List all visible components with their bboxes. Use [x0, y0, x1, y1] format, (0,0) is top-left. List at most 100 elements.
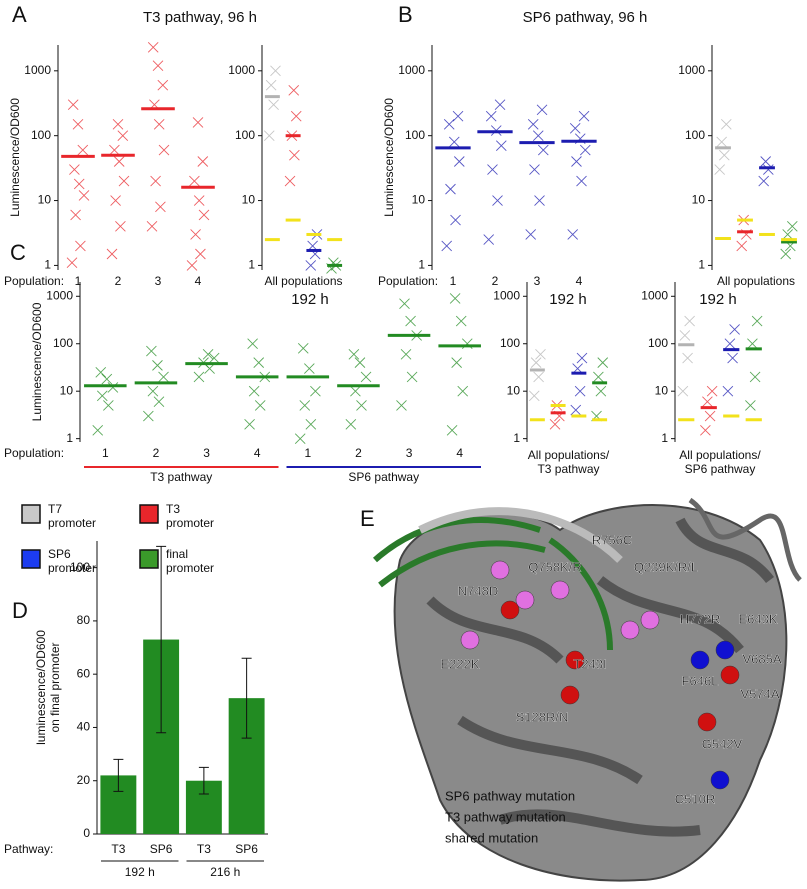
panel-letter: B — [398, 2, 413, 27]
data-point — [745, 400, 756, 411]
x-axis-label: All populations/ — [679, 448, 761, 462]
residue-sphere — [710, 770, 730, 790]
data-point — [450, 214, 461, 226]
legend-label: SP6 — [48, 547, 71, 561]
data-point — [449, 293, 461, 304]
data-point — [294, 433, 306, 444]
y-tick-label: 100 — [500, 336, 520, 350]
legend-swatch — [21, 504, 41, 524]
data-point — [399, 298, 410, 309]
data-point — [345, 419, 357, 430]
data-point — [495, 140, 507, 152]
x-tick-label: 3 — [203, 446, 210, 460]
y-tick-label: 10 — [412, 193, 426, 207]
data-point — [749, 371, 761, 383]
data-point — [593, 371, 604, 383]
data-point — [396, 400, 407, 411]
residue-sphere — [560, 685, 580, 705]
residue-sphere — [515, 590, 535, 610]
key-label: SP6 pathway mutation — [445, 788, 575, 803]
residue-sphere — [720, 665, 740, 685]
x-axis-label: All populations — [717, 274, 795, 288]
data-point — [192, 117, 204, 128]
data-point — [597, 357, 609, 368]
residue-sphere — [640, 610, 660, 630]
chart-title: 192 h — [699, 291, 737, 308]
loop — [688, 497, 802, 582]
data-point — [758, 175, 770, 187]
data-point — [153, 118, 165, 130]
residue-label: S128R/N — [516, 709, 569, 724]
data-point — [451, 357, 462, 368]
y-tick-label: 10 — [507, 383, 521, 397]
error-bar — [198, 766, 209, 795]
data-point — [763, 164, 774, 175]
x-axis-label: T3 pathway — [537, 462, 599, 476]
data-point — [751, 315, 763, 327]
x-axis-label: Pathway: — [4, 842, 53, 856]
residue-sphere — [460, 630, 480, 650]
data-point — [453, 156, 465, 167]
x-axis-label: SP6 pathway — [685, 462, 756, 476]
residue-sphere — [500, 600, 520, 620]
data-point — [356, 400, 367, 411]
legend-swatch — [139, 504, 159, 524]
data-point — [445, 183, 456, 195]
data-point — [702, 396, 713, 408]
x-tick-label: 3 — [534, 274, 541, 288]
data-point — [706, 385, 718, 397]
data-point — [527, 118, 539, 130]
data-point — [534, 195, 545, 206]
helix — [426, 517, 774, 837]
residue-label: G542V — [702, 736, 743, 751]
y-tick-label: 100 — [405, 128, 425, 142]
legend-label: promoter — [48, 561, 96, 575]
data-point — [530, 357, 542, 368]
data-point — [350, 385, 361, 397]
residue-label: Q758K/R — [528, 559, 581, 574]
data-point — [147, 385, 159, 397]
data-point — [700, 424, 711, 436]
x-axis-label: Population: — [378, 274, 438, 288]
data-point — [288, 85, 300, 96]
error-bar — [241, 657, 252, 739]
y-tick-label: 1 — [661, 431, 668, 445]
data-point — [704, 410, 716, 422]
data-point — [457, 385, 469, 397]
legend-label: final — [166, 547, 188, 561]
y-tick-label: 10 — [242, 193, 256, 207]
data-point — [525, 229, 537, 240]
x-tick-label: SP6 — [235, 842, 258, 856]
x-tick-label: 2 — [153, 446, 160, 460]
data-point — [716, 136, 727, 148]
dna — [373, 517, 613, 651]
residue-label: N748D — [458, 583, 498, 598]
data-point — [152, 360, 163, 371]
error-bar — [156, 545, 167, 734]
data-point — [576, 175, 587, 187]
data-point — [75, 240, 86, 252]
y-tick-label: 1 — [44, 258, 51, 272]
y-tick-label: 1000 — [678, 63, 705, 77]
data-point — [189, 175, 200, 187]
protein-body — [393, 504, 788, 882]
panel-letter: A — [12, 2, 27, 27]
data-point — [529, 164, 540, 175]
x-tick-label: 1 — [102, 446, 109, 460]
data-point — [109, 144, 120, 156]
legend-label: T7 — [48, 502, 62, 516]
data-point — [190, 229, 201, 240]
residue-label: V574A — [740, 686, 779, 701]
data-point — [92, 424, 104, 436]
data-point — [452, 110, 464, 122]
y-tick-label: 1 — [248, 258, 255, 272]
data-point — [714, 164, 726, 175]
y-tick-label: 1000 — [24, 63, 51, 77]
residue-label: E643K — [738, 611, 777, 626]
data-point — [244, 419, 255, 430]
x-axis-label: Population: — [4, 446, 64, 460]
y-tick-label: 10 — [60, 383, 74, 397]
group-label: 216 h — [210, 865, 240, 879]
y-tick-label: 100 — [235, 128, 255, 142]
